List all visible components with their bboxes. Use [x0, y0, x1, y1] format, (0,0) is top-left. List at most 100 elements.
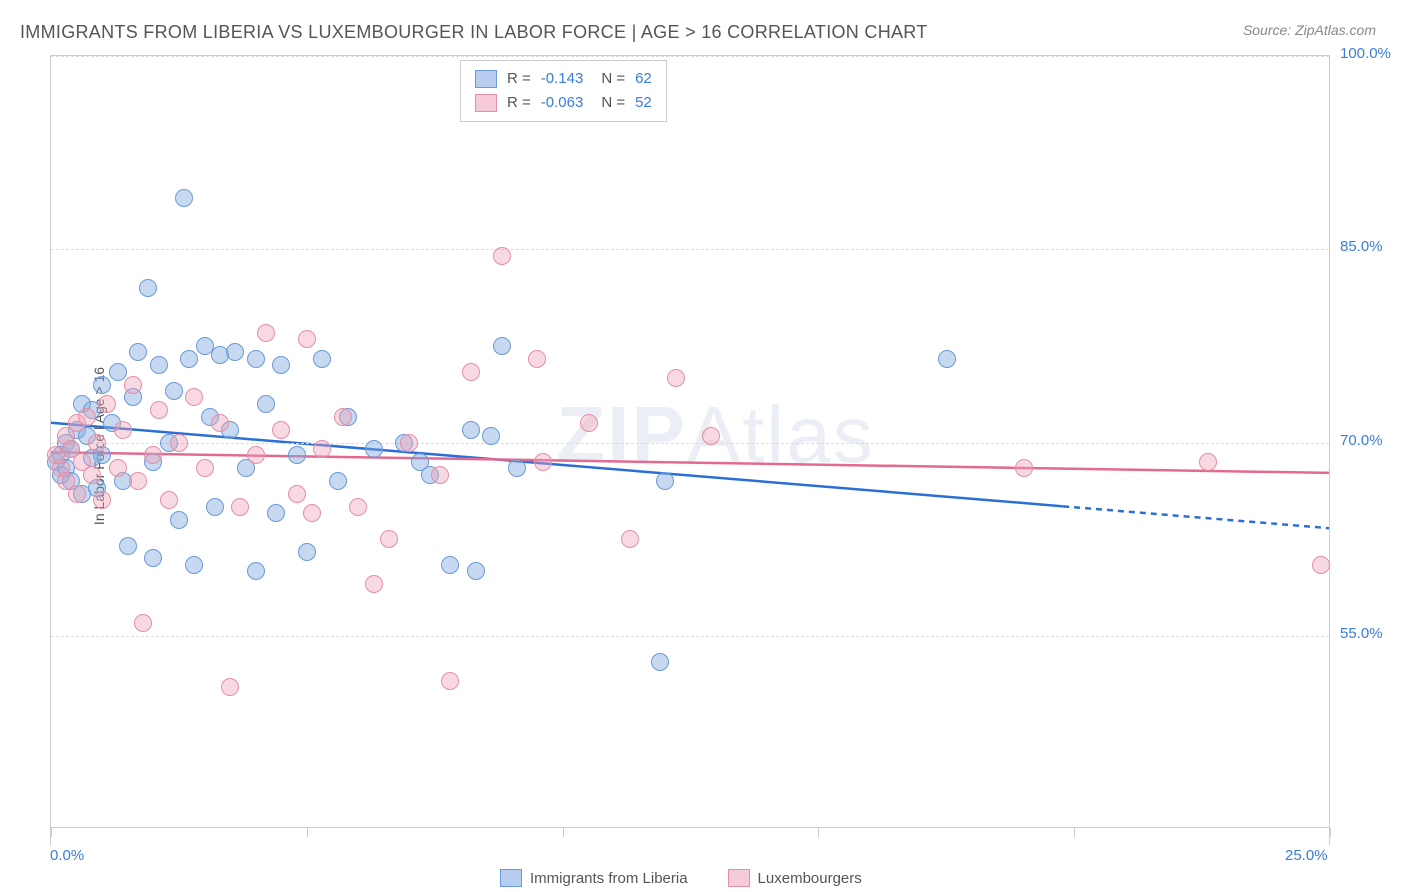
scatter-point: [365, 440, 383, 458]
scatter-point: [365, 575, 383, 593]
scatter-point: [267, 504, 285, 522]
scatter-point: [109, 363, 127, 381]
n-label: N =: [601, 91, 625, 115]
n-label: N =: [601, 67, 625, 91]
scatter-point: [298, 330, 316, 348]
x-tick: [563, 828, 564, 837]
scatter-point: [185, 556, 203, 574]
scatter-point: [221, 678, 239, 696]
scatter-point: [114, 421, 132, 439]
scatter-point: [257, 324, 275, 342]
y-tick-label: 85.0%: [1340, 238, 1383, 255]
scatter-point: [134, 614, 152, 632]
scatter-point: [144, 549, 162, 567]
scatter-point: [180, 350, 198, 368]
scatter-point: [938, 350, 956, 368]
scatter-point: [462, 363, 480, 381]
scatter-point: [656, 472, 674, 490]
scatter-point: [667, 369, 685, 387]
x-tick: [818, 828, 819, 837]
scatter-point: [288, 485, 306, 503]
swatch-series-1-bottom: [500, 869, 522, 887]
series-1-name: Immigrants from Liberia: [530, 870, 688, 887]
scatter-point: [150, 356, 168, 374]
scatter-point: [68, 485, 86, 503]
scatter-point: [226, 343, 244, 361]
scatter-point: [508, 459, 526, 477]
legend-item-series-1: Immigrants from Liberia: [500, 869, 688, 887]
scatter-point: [528, 350, 546, 368]
y-tick-label: 100.0%: [1340, 45, 1391, 62]
x-tick: [51, 828, 52, 837]
scatter-point: [175, 189, 193, 207]
scatter-point: [313, 440, 331, 458]
scatter-point: [144, 446, 162, 464]
swatch-series-2-bottom: [728, 869, 750, 887]
r-label: R =: [507, 91, 531, 115]
scatter-point: [651, 653, 669, 671]
y-tick-label: 55.0%: [1340, 625, 1383, 642]
scatter-point: [329, 472, 347, 490]
scatter-point: [211, 414, 229, 432]
x-axis: [51, 827, 1329, 828]
series-legend: Immigrants from Liberia Luxembourgers: [500, 869, 862, 887]
n-value-2: 52: [635, 91, 652, 115]
scatter-point: [150, 401, 168, 419]
scatter-point: [1015, 459, 1033, 477]
scatter-point: [196, 459, 214, 477]
scatter-point: [702, 427, 720, 445]
scatter-point: [78, 408, 96, 426]
scatter-point: [88, 434, 106, 452]
legend-row-series-1: R = -0.143 N = 62: [475, 67, 652, 91]
scatter-point: [493, 247, 511, 265]
scatter-point: [493, 337, 511, 355]
scatter-point: [349, 498, 367, 516]
scatter-point: [1199, 453, 1217, 471]
scatter-point: [441, 556, 459, 574]
scatter-point: [482, 427, 500, 445]
legend-item-series-2: Luxembourgers: [728, 869, 862, 887]
n-value-1: 62: [635, 67, 652, 91]
source-attribution: Source: ZipAtlas.com: [1243, 22, 1376, 38]
gridline-y: [51, 443, 1329, 444]
scatter-point: [303, 504, 321, 522]
scatter-point: [462, 421, 480, 439]
scatter-point: [170, 511, 188, 529]
scatter-point: [247, 562, 265, 580]
scatter-point: [272, 356, 290, 374]
x-tick-label: 0.0%: [50, 847, 84, 864]
y-tick-label: 70.0%: [1340, 432, 1383, 449]
scatter-point: [247, 350, 265, 368]
correlation-legend: R = -0.143 N = 62 R = -0.063 N = 52: [460, 60, 667, 122]
scatter-point: [380, 530, 398, 548]
scatter-point: [247, 446, 265, 464]
scatter-point: [441, 672, 459, 690]
scatter-point: [98, 395, 116, 413]
scatter-point: [288, 446, 306, 464]
x-tick: [1330, 828, 1331, 837]
scatter-point: [334, 408, 352, 426]
chart-svg-overlay: [51, 56, 1329, 845]
scatter-point: [124, 376, 142, 394]
scatter-point: [160, 491, 178, 509]
x-tick-label: 25.0%: [1285, 847, 1328, 864]
swatch-series-2: [475, 94, 497, 112]
r-label: R =: [507, 67, 531, 91]
scatter-point: [206, 498, 224, 516]
gridline-y: [51, 636, 1329, 637]
scatter-point: [467, 562, 485, 580]
scatter-point: [129, 472, 147, 490]
scatter-point: [185, 388, 203, 406]
scatter-point: [272, 421, 290, 439]
scatter-point: [93, 491, 111, 509]
scatter-point: [621, 530, 639, 548]
scatter-point: [231, 498, 249, 516]
legend-row-series-2: R = -0.063 N = 52: [475, 91, 652, 115]
scatter-point: [431, 466, 449, 484]
chart-title: IMMIGRANTS FROM LIBERIA VS LUXEMBOURGER …: [20, 22, 928, 43]
scatter-point: [1312, 556, 1330, 574]
scatter-point: [580, 414, 598, 432]
r-value-2: -0.063: [541, 91, 584, 115]
series-2-name: Luxembourgers: [758, 870, 862, 887]
x-tick: [1074, 828, 1075, 837]
